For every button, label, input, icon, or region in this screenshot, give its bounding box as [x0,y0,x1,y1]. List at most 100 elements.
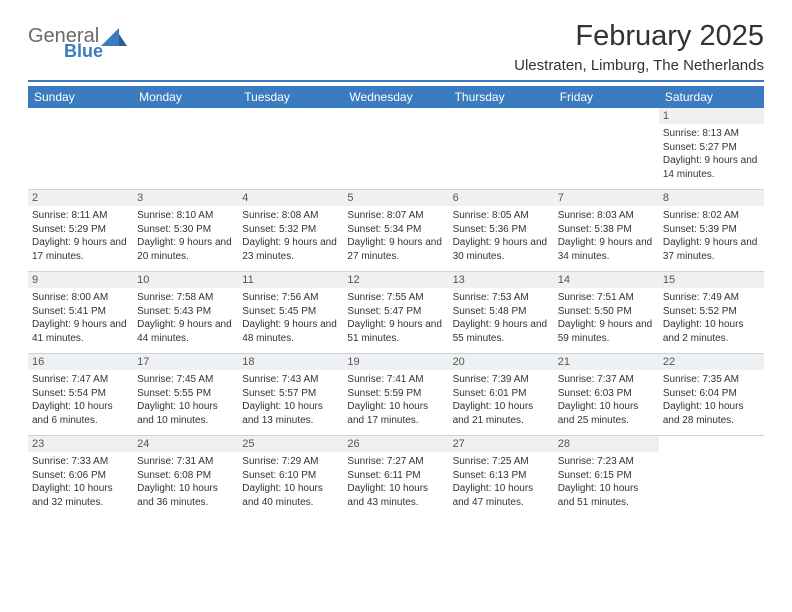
daylight-value: 9 hours and 27 minutes. [347,237,442,262]
day-details: Sunrise: 8:10 AMSunset: 5:30 PMDaylight:… [133,206,238,271]
day-details: Sunrise: 7:31 AMSunset: 6:08 PMDaylight:… [133,452,238,517]
day-number: 15 [659,272,764,288]
daylight-value: 10 hours and 28 minutes. [663,401,744,426]
sunset-value: 6:10 PM [279,470,316,481]
daylight-line: Daylight: 9 hours and 37 minutes. [663,236,760,263]
weekday-header: Monday [133,86,238,108]
daylight-value: 9 hours and 44 minutes. [137,319,232,344]
sunrise-line: Sunrise: 7:27 AM [347,455,444,469]
calendar-day-cell: 9Sunrise: 8:00 AMSunset: 5:41 PMDaylight… [28,272,133,354]
sunrise-value: 7:39 AM [492,374,529,385]
day-details: Sunrise: 7:51 AMSunset: 5:50 PMDaylight:… [554,288,659,353]
sunset-line: Sunset: 5:32 PM [242,223,339,237]
day-details: Sunrise: 8:05 AMSunset: 5:36 PMDaylight:… [449,206,554,271]
daylight-line: Daylight: 9 hours and 17 minutes. [32,236,129,263]
sunset-line: Sunset: 6:01 PM [453,387,550,401]
day-number: 14 [554,272,659,288]
sunset-line: Sunset: 6:08 PM [137,469,234,483]
sunset-value: 5:34 PM [384,224,421,235]
day-number: 28 [554,436,659,452]
sunset-line: Sunset: 5:57 PM [242,387,339,401]
weekday-header-row: Sunday Monday Tuesday Wednesday Thursday… [28,86,764,108]
day-number: 17 [133,354,238,370]
day-details: Sunrise: 7:49 AMSunset: 5:52 PMDaylight:… [659,288,764,353]
daylight-value: 10 hours and 36 minutes. [137,483,218,508]
calendar-day-cell: 19Sunrise: 7:41 AMSunset: 5:59 PMDayligh… [343,354,448,436]
sunrise-value: 8:02 AM [702,210,739,221]
day-details: Sunrise: 7:58 AMSunset: 5:43 PMDaylight:… [133,288,238,353]
day-number: 9 [28,272,133,288]
sunrise-line: Sunrise: 7:51 AM [558,291,655,305]
sunset-value: 5:52 PM [700,306,737,317]
day-details: Sunrise: 7:33 AMSunset: 6:06 PMDaylight:… [28,452,133,517]
sunrise-line: Sunrise: 7:31 AM [137,455,234,469]
day-number: 1 [659,108,764,124]
sunrise-line: Sunrise: 7:35 AM [663,373,760,387]
daylight-line: Daylight: 9 hours and 44 minutes. [137,318,234,345]
day-details: Sunrise: 7:41 AMSunset: 5:59 PMDaylight:… [343,370,448,435]
daylight-line: Daylight: 10 hours and 25 minutes. [558,400,655,427]
daylight-line: Daylight: 10 hours and 40 minutes. [242,482,339,509]
sunrise-value: 8:11 AM [71,210,107,221]
calendar-week-row: 2Sunrise: 8:11 AMSunset: 5:29 PMDaylight… [28,190,764,272]
calendar-week-row: ......1Sunrise: 8:13 AMSunset: 5:27 PMDa… [28,108,764,190]
calendar-day-cell: . [238,108,343,190]
calendar-day-cell: 24Sunrise: 7:31 AMSunset: 6:08 PMDayligh… [133,436,238,518]
sunset-line: Sunset: 5:59 PM [347,387,444,401]
sunset-value: 5:54 PM [69,388,106,399]
page-title: February 2025 [514,20,764,53]
daylight-value: 9 hours and 55 minutes. [453,319,548,344]
calendar-day-cell: 18Sunrise: 7:43 AMSunset: 5:57 PMDayligh… [238,354,343,436]
sunrise-line: Sunrise: 7:47 AM [32,373,129,387]
sunset-value: 6:15 PM [594,470,631,481]
sunrise-line: Sunrise: 8:00 AM [32,291,129,305]
daylight-value: 10 hours and 10 minutes. [137,401,218,426]
day-number: 3 [133,190,238,206]
daylight-line: Daylight: 10 hours and 28 minutes. [663,400,760,427]
sunrise-value: 7:41 AM [387,374,424,385]
day-number: 13 [449,272,554,288]
calendar-day-cell: 16Sunrise: 7:47 AMSunset: 5:54 PMDayligh… [28,354,133,436]
daylight-line: Daylight: 10 hours and 43 minutes. [347,482,444,509]
day-details: Sunrise: 8:08 AMSunset: 5:32 PMDaylight:… [238,206,343,271]
sunrise-value: 7:23 AM [597,456,634,467]
daylight-line: Daylight: 10 hours and 6 minutes. [32,400,129,427]
sunset-value: 5:29 PM [69,224,106,235]
weekday-header: Friday [554,86,659,108]
weekday-header: Thursday [449,86,554,108]
daylight-value: 9 hours and 30 minutes. [453,237,548,262]
daylight-value: 10 hours and 47 minutes. [453,483,534,508]
sunset-line: Sunset: 5:47 PM [347,305,444,319]
calendar-day-cell: . [659,436,764,518]
sunrise-line: Sunrise: 7:55 AM [347,291,444,305]
daylight-value: 10 hours and 51 minutes. [558,483,639,508]
sunrise-line: Sunrise: 8:02 AM [663,209,760,223]
sunset-value: 5:57 PM [279,388,316,399]
day-number: 27 [449,436,554,452]
sunrise-value: 7:56 AM [282,292,319,303]
sunrise-line: Sunrise: 7:39 AM [453,373,550,387]
day-number: 10 [133,272,238,288]
daylight-value: 9 hours and 14 minutes. [663,155,758,180]
sunrise-value: 8:10 AM [177,210,214,221]
daylight-line: Daylight: 9 hours and 20 minutes. [137,236,234,263]
day-details: Sunrise: 7:37 AMSunset: 6:03 PMDaylight:… [554,370,659,435]
daylight-value: 10 hours and 25 minutes. [558,401,639,426]
sunset-line: Sunset: 6:04 PM [663,387,760,401]
weekday-header: Saturday [659,86,764,108]
daylight-line: Daylight: 10 hours and 10 minutes. [137,400,234,427]
sunrise-value: 7:29 AM [282,456,319,467]
sunrise-line: Sunrise: 7:49 AM [663,291,760,305]
sunrise-line: Sunrise: 8:08 AM [242,209,339,223]
sunset-value: 5:43 PM [174,306,211,317]
calendar-day-cell: . [449,108,554,190]
day-details: Sunrise: 7:29 AMSunset: 6:10 PMDaylight:… [238,452,343,517]
calendar-day-cell: 22Sunrise: 7:35 AMSunset: 6:04 PMDayligh… [659,354,764,436]
calendar-day-cell: 21Sunrise: 7:37 AMSunset: 6:03 PMDayligh… [554,354,659,436]
day-details: Sunrise: 7:45 AMSunset: 5:55 PMDaylight:… [133,370,238,435]
daylight-value: 9 hours and 20 minutes. [137,237,232,262]
daylight-line: Daylight: 9 hours and 51 minutes. [347,318,444,345]
sunset-value: 5:48 PM [489,306,526,317]
day-details: Sunrise: 8:11 AMSunset: 5:29 PMDaylight:… [28,206,133,271]
sunrise-line: Sunrise: 7:45 AM [137,373,234,387]
